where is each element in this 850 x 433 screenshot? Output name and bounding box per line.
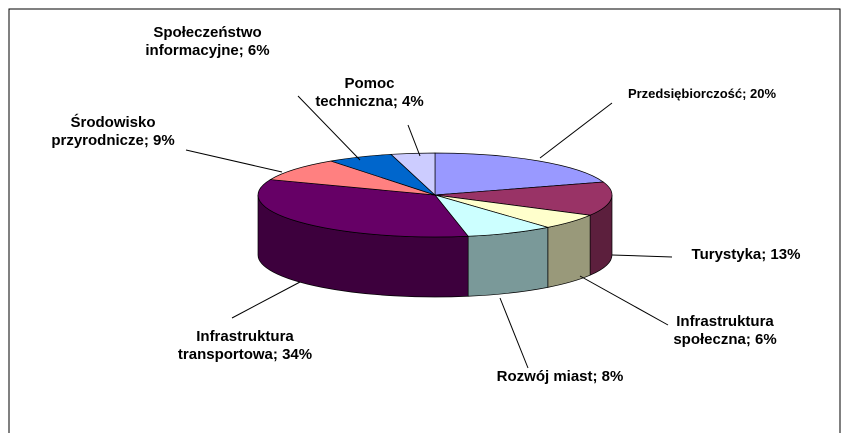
- leader-line: [579, 275, 669, 326]
- slice: [269, 160, 436, 196]
- data-label: Przedsiębiorczość; 20%: [627, 86, 777, 101]
- data-label: Infrastruktura społeczna; 6%: [673, 313, 777, 348]
- leader-line: [611, 254, 673, 258]
- slice-side: [467, 226, 549, 297]
- slice: [434, 181, 613, 216]
- data-label: Turystyka; 13%: [691, 246, 801, 263]
- slice: [257, 179, 469, 238]
- leader-line: [297, 95, 361, 161]
- leader-line: [185, 149, 283, 173]
- leader-line: [499, 297, 529, 369]
- data-label: Infrastruktura transportowa; 34%: [177, 328, 313, 363]
- slice: [434, 152, 605, 196]
- leader-line: [231, 281, 301, 319]
- leader-line: [407, 124, 421, 157]
- data-label: Rozwój miast; 8%: [496, 368, 624, 385]
- slice: [434, 194, 548, 237]
- leader-line: [539, 102, 613, 159]
- data-label: Społeczeństwo informacyjne; 6%: [145, 24, 270, 59]
- slice: [390, 152, 436, 196]
- data-label: Środowisko przyrodnicze; 9%: [51, 114, 175, 149]
- data-label: Pomoc techniczna; 4%: [315, 75, 424, 110]
